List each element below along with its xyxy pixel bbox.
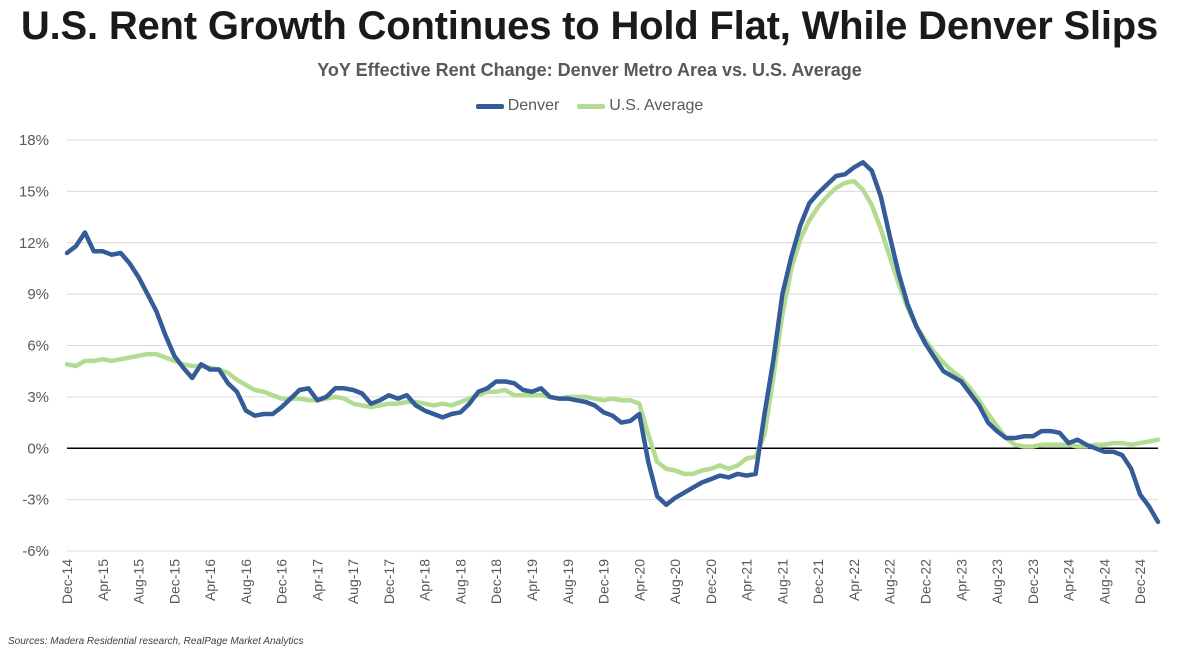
x-tick-label: Dec-16 <box>274 559 290 604</box>
y-tick-label: 15% <box>19 183 49 200</box>
x-tick-label: Aug-20 <box>667 559 683 604</box>
x-tick-label: Dec-22 <box>917 559 933 604</box>
x-tick-label: Aug-21 <box>774 559 790 604</box>
x-tick-label: Dec-15 <box>166 559 182 604</box>
y-tick-label: 12% <box>19 235 49 252</box>
x-tick-label: Aug-24 <box>1096 559 1112 604</box>
x-tick-label: Apr-18 <box>417 559 433 601</box>
x-tick-label: Dec-17 <box>381 559 397 604</box>
x-tick-label: Aug-23 <box>989 559 1005 604</box>
x-tick-label: Aug-16 <box>238 559 254 604</box>
x-tick-label: Apr-24 <box>1061 559 1077 601</box>
legend-label-denver: Denver <box>507 97 560 114</box>
x-tick-label: Apr-17 <box>309 559 325 601</box>
legend-label-us-average: U.S. Average <box>609 97 704 114</box>
x-tick-label: Dec-24 <box>1132 559 1148 604</box>
y-tick-label: 18% <box>19 132 49 149</box>
x-tick-label: Apr-23 <box>953 559 969 601</box>
x-tick-label: Apr-22 <box>846 559 862 601</box>
x-tick-label: Dec-19 <box>596 559 612 604</box>
x-tick-label: Dec-21 <box>810 559 826 604</box>
x-tick-label: Dec-18 <box>488 559 504 604</box>
legend-swatch-denver <box>475 103 504 109</box>
x-tick-label: Apr-15 <box>95 559 111 601</box>
x-tick-label: Aug-22 <box>882 559 898 604</box>
y-tick-label: 6% <box>27 338 49 355</box>
x-tick-label: Apr-19 <box>524 559 540 601</box>
y-tick-label: 3% <box>27 389 49 406</box>
y-tick-label: -3% <box>22 492 49 509</box>
legend-item-denver: Denver <box>475 97 560 115</box>
x-tick-label: Dec-20 <box>703 559 719 604</box>
x-tick-label: Aug-15 <box>131 559 147 604</box>
x-tick-label: Apr-21 <box>739 559 755 601</box>
y-tick-label: 9% <box>27 286 49 303</box>
legend-item-us-average: U.S. Average <box>577 97 703 115</box>
x-tick-label: Apr-16 <box>202 559 218 601</box>
x-tick-label: Dec-14 <box>59 559 75 604</box>
x-tick-label: Aug-17 <box>345 559 361 604</box>
legend-swatch-us-average <box>577 103 606 109</box>
x-tick-label: Aug-18 <box>452 559 468 604</box>
x-tick-label: Aug-19 <box>560 559 576 604</box>
legend: Denver U.S. Average <box>0 97 1179 115</box>
chart-subtitle: YoY Effective Rent Change: Denver Metro … <box>317 60 862 80</box>
chart-title: U.S. Rent Growth Continues to Hold Flat,… <box>20 4 1159 48</box>
y-tick-label: -6% <box>22 543 49 560</box>
x-tick-label: Apr-20 <box>631 559 647 601</box>
x-tick-label: Dec-23 <box>1025 559 1041 604</box>
source-note: Sources: Madera Residential research, Re… <box>8 636 304 647</box>
y-tick-label: 0% <box>27 440 49 457</box>
series-line-denver <box>64 160 1161 525</box>
series-line-us-average <box>64 178 1161 477</box>
